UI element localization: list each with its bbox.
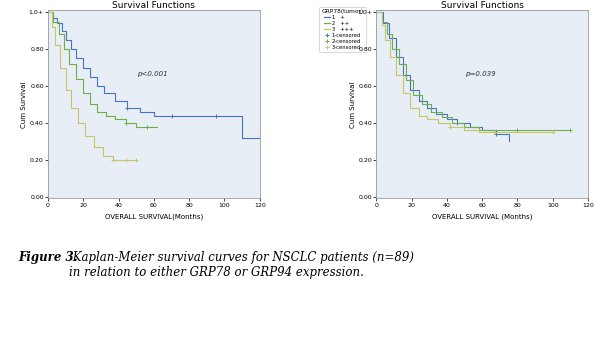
X-axis label: OVERALL SURVIVAL(Months): OVERALL SURVIVAL(Months) (105, 213, 203, 220)
Title: Survival Functions: Survival Functions (440, 1, 524, 10)
Text: Figure 3.: Figure 3. (18, 251, 78, 264)
Y-axis label: Cum Survival: Cum Survival (22, 81, 28, 128)
Title: Survival Functions: Survival Functions (112, 1, 196, 10)
X-axis label: OVERALL SURVIVAL (Months): OVERALL SURVIVAL (Months) (432, 213, 532, 220)
Text: p<0.001: p<0.001 (137, 71, 167, 77)
Text: p=0.039: p=0.039 (465, 71, 496, 77)
Text: Kaplan-Meier survival curves for NSCLC patients (n=89)
in relation to either GRP: Kaplan-Meier survival curves for NSCLC p… (69, 251, 414, 279)
Y-axis label: Cum Survival: Cum Survival (350, 81, 356, 128)
Legend: 1   +, 2   ++, 3   +++, 1-censored, 2-censored, 3-censored: 1 +, 2 ++, 3 +++, 1-censored, 2-censored… (319, 7, 365, 52)
